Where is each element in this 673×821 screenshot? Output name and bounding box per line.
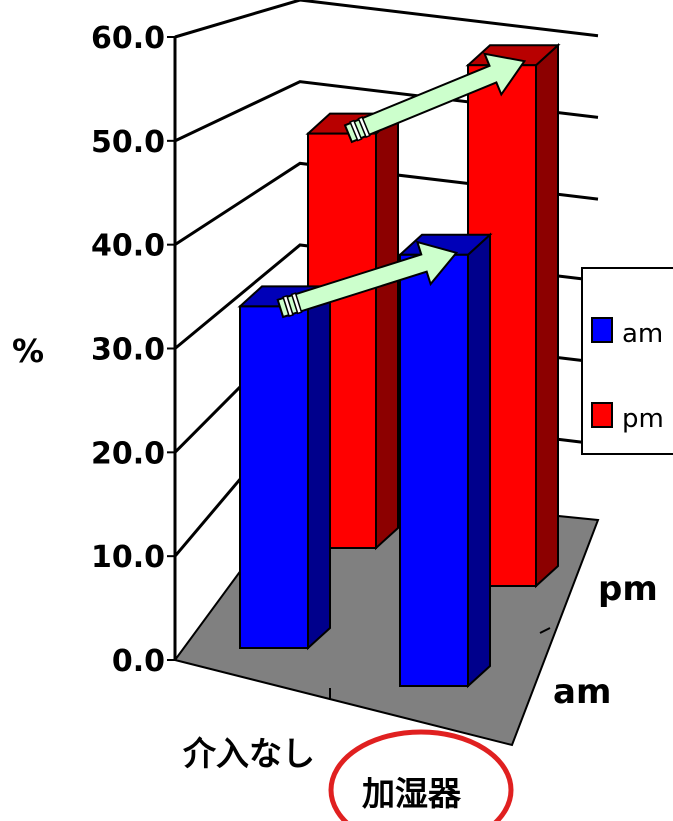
arrow-tail-mark bbox=[290, 292, 303, 315]
y-tick-labels: 0.0 10.0 20.0 30.0 40.0 50.0 60.0 bbox=[91, 21, 165, 679]
bar-side bbox=[375, 111, 399, 551]
y-axis-title: % bbox=[12, 332, 44, 370]
y-tick-label: 10.0 bbox=[91, 540, 165, 575]
bar-side bbox=[307, 284, 331, 651]
bar-am-1 bbox=[397, 232, 493, 689]
y-tick-label: 40.0 bbox=[91, 229, 165, 264]
gridline bbox=[174, 0, 599, 39]
trend-arrow-am bbox=[276, 240, 459, 319]
legend-swatch-am bbox=[591, 317, 613, 343]
bar-side bbox=[467, 232, 491, 689]
depth-label-am: am bbox=[553, 672, 611, 712]
y-tick-label: 60.0 bbox=[91, 21, 165, 56]
category-label-1: 加湿器 bbox=[362, 774, 462, 813]
y-axis bbox=[167, 36, 177, 661]
bar-am-0 bbox=[237, 284, 333, 651]
legend-label-pm: pm bbox=[622, 404, 664, 434]
y-tick-label: 30.0 bbox=[91, 333, 165, 368]
y-tick-label: 0.0 bbox=[112, 644, 165, 679]
highlight-circle bbox=[328, 729, 514, 821]
legend-label-am: am bbox=[622, 319, 663, 349]
bar-side bbox=[535, 42, 559, 589]
y-tick-label: 20.0 bbox=[91, 436, 165, 471]
arrow-shape bbox=[343, 52, 527, 144]
bar-front bbox=[239, 305, 309, 649]
depth-label-pm: pm bbox=[598, 569, 658, 609]
arrow-tail-mark bbox=[349, 119, 363, 142]
y-tick-label: 50.0 bbox=[91, 125, 165, 160]
arrow-tail-mark bbox=[357, 116, 371, 139]
legend-swatch-pm bbox=[591, 402, 613, 428]
arrow-tail-mark bbox=[282, 294, 294, 318]
legend: am pm bbox=[581, 267, 673, 455]
category-label-0: 介入なし bbox=[183, 734, 315, 773]
trend-arrow-pm bbox=[343, 52, 527, 144]
depth-tick-mark bbox=[539, 627, 551, 634]
bar-front bbox=[399, 253, 469, 688]
trend-arrows bbox=[276, 52, 527, 319]
arrow-shape bbox=[276, 240, 459, 319]
